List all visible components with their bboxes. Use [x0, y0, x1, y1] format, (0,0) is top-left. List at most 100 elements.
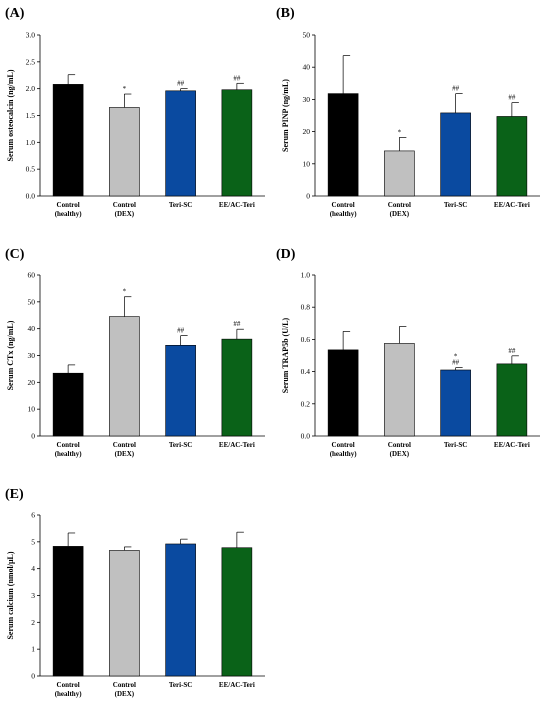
bar	[384, 150, 415, 197]
x-tick-label: Control	[388, 441, 411, 449]
bar	[109, 316, 140, 437]
y-tick-label: 50	[28, 297, 36, 306]
bar	[165, 90, 196, 197]
significance-marker: ##	[452, 359, 460, 367]
significance-marker: ##	[177, 80, 185, 88]
y-tick-label: 10	[28, 405, 36, 414]
x-tick-label: EE/AC-Teri	[494, 201, 530, 209]
significance-marker: ##	[508, 347, 516, 355]
x-tick-label: (DEX)	[390, 450, 410, 458]
y-tick-label: 3	[31, 591, 35, 600]
y-tick-label: 1	[31, 645, 35, 654]
y-tick-label: 0	[306, 192, 310, 201]
x-tick-label: Control	[332, 201, 355, 209]
y-axis-title: Serum calcium (nmol/μL)	[6, 551, 15, 639]
y-tick-label: 2.5	[26, 57, 36, 66]
bar	[52, 372, 84, 437]
significance-marker: *	[398, 128, 402, 136]
bar	[221, 338, 253, 437]
y-tick-label: 40	[28, 324, 36, 333]
panel-label-e: (E)	[5, 487, 24, 502]
bar	[165, 345, 196, 437]
y-tick-label: 0	[31, 672, 35, 681]
y-tick-label: 1.5	[26, 111, 36, 120]
bar	[52, 546, 84, 677]
significance-marker: *	[123, 288, 127, 296]
x-tick-label: (healthy)	[55, 690, 83, 698]
x-tick-label: Control	[113, 201, 136, 209]
significance-marker: ##	[177, 327, 185, 335]
y-tick-label: 0	[31, 432, 35, 441]
x-tick-label: Control	[57, 681, 80, 689]
panel-label-b: (B)	[276, 6, 295, 21]
y-tick-label: 0.0	[301, 432, 311, 441]
x-tick-label: (DEX)	[115, 450, 135, 458]
panel-label-a: (A)	[5, 6, 25, 21]
bar	[496, 116, 528, 197]
x-tick-label: Control	[332, 441, 355, 449]
y-tick-label: 0.2	[301, 399, 311, 408]
bar	[221, 547, 253, 677]
chart-osteocalcin: 0.0 0.5 1.0 1.5 2.0 2.5 3.0 Serum osteocalcin (…	[6, 31, 265, 218]
x-tick-label: Teri-SC	[169, 681, 192, 689]
bar	[384, 343, 415, 437]
panel-label-d: (D)	[276, 247, 296, 262]
bar	[327, 93, 359, 197]
bar	[52, 84, 84, 197]
bar	[109, 550, 140, 677]
bar	[440, 112, 471, 197]
y-tick-label: 0.5	[26, 165, 36, 174]
x-tick-label: Control	[388, 201, 411, 209]
x-tick-label: Teri-SC	[444, 441, 467, 449]
bar	[440, 369, 471, 437]
y-axis-title: Serum CTx (ng/mL)	[6, 320, 15, 390]
bar	[109, 107, 140, 197]
significance-marker: ##	[233, 320, 241, 328]
y-axis-title: Serum TRAP5b (U/L)	[281, 317, 290, 393]
x-tick-label: (DEX)	[390, 210, 410, 218]
y-tick-label: 0.8	[301, 303, 311, 312]
x-tick-label: Control	[57, 441, 80, 449]
y-tick-label: 0.6	[301, 335, 311, 344]
y-axis-title: Serum PINP (ng/mL)	[281, 79, 290, 152]
y-tick-label: 30	[28, 351, 36, 360]
y-tick-label: 20	[303, 127, 311, 136]
y-tick-label: 1.0	[26, 138, 36, 147]
y-tick-label: 20	[28, 378, 36, 387]
x-tick-label: Teri-SC	[169, 441, 192, 449]
x-tick-label: (DEX)	[115, 210, 135, 218]
x-tick-label: Control	[57, 201, 80, 209]
y-tick-label: 0.4	[301, 367, 311, 376]
y-tick-label: 2	[31, 618, 35, 627]
x-tick-label: Teri-SC	[444, 201, 467, 209]
chart-trap5b: 0.0 0.2 0.4 0.6 0.8 1.0 Serum TRAP5b (U/L) Cont…	[281, 271, 540, 458]
bar	[496, 363, 528, 437]
y-tick-label: 30	[303, 95, 311, 104]
bar	[165, 543, 196, 677]
x-tick-label: EE/AC-Teri	[219, 441, 255, 449]
y-tick-label: 4	[31, 564, 35, 573]
significance-marker: *	[454, 353, 458, 361]
significance-marker: ##	[233, 74, 241, 82]
x-tick-label: (healthy)	[55, 210, 83, 218]
x-tick-label: (healthy)	[330, 450, 358, 458]
y-tick-label: 2.0	[26, 84, 36, 93]
y-tick-label: 1.0	[301, 271, 311, 280]
y-tick-label: 3.0	[26, 31, 36, 40]
x-tick-label: Control	[113, 441, 136, 449]
y-tick-label: 40	[303, 63, 311, 72]
y-tick-label: 0.0	[26, 192, 36, 201]
y-tick-label: 6	[31, 511, 35, 520]
x-tick-label: EE/AC-Teri	[494, 441, 530, 449]
x-tick-label: (healthy)	[55, 450, 83, 458]
x-tick-label: Teri-SC	[169, 201, 192, 209]
panel-label-c: (C)	[5, 247, 25, 262]
bar	[327, 349, 359, 437]
y-tick-label: 50	[303, 31, 311, 40]
x-tick-label: (healthy)	[330, 210, 358, 218]
y-axis-title: Serum osteocalcin (ng/mL)	[6, 69, 15, 161]
